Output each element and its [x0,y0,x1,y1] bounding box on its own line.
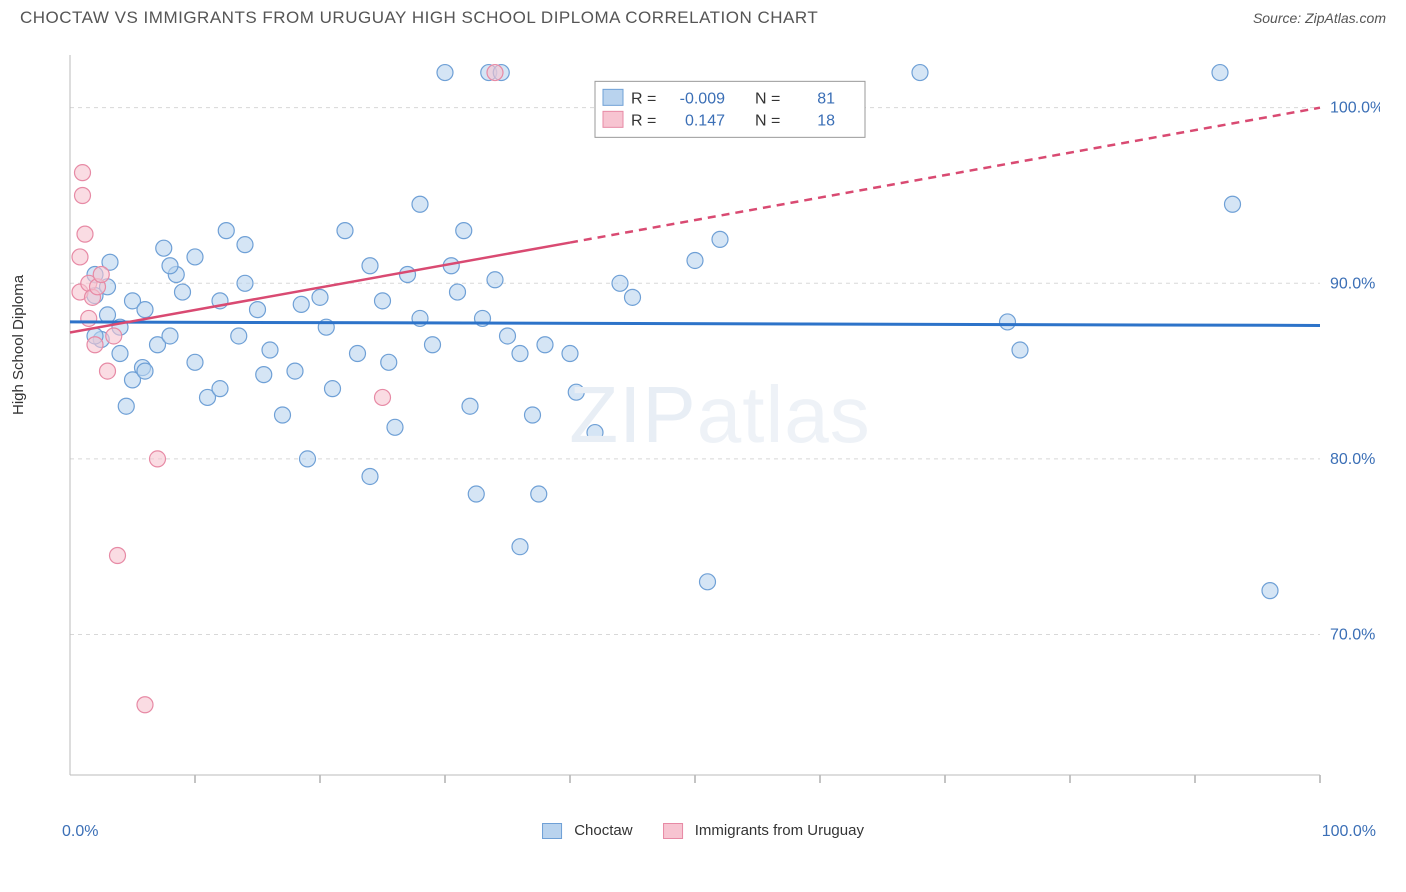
svg-text:-0.009: -0.009 [680,90,725,107]
chart-container: High School Diploma ZIPatlas 70.0%80.0%9… [20,45,1386,845]
svg-text:70.0%: 70.0% [1330,627,1375,644]
svg-text:R =: R = [631,112,656,129]
svg-text:80.0%: 80.0% [1330,451,1375,468]
chart-title: CHOCTAW VS IMMIGRANTS FROM URUGUAY HIGH … [20,8,818,28]
svg-text:90.0%: 90.0% [1330,275,1375,292]
legend-swatch-icon [663,823,683,839]
legend-label: Choctaw [574,822,632,839]
legend-swatch-icon [542,823,562,839]
source-label: Source: ZipAtlas.com [1253,10,1386,26]
legend-item-choctaw: Choctaw [542,822,633,839]
plot-area: ZIPatlas 70.0%80.0%90.0%100.0%R =-0.009N… [60,45,1380,815]
svg-text:N =: N = [755,90,780,107]
legend-item-uruguay: Immigrants from Uruguay [663,822,864,839]
y-axis-label: High School Diploma [10,275,27,415]
svg-text:18: 18 [817,112,835,129]
x-axis-min-label: 0.0% [62,823,98,841]
svg-text:R =: R = [631,90,656,107]
svg-text:N =: N = [755,112,780,129]
svg-text:100.0%: 100.0% [1330,100,1380,117]
scatter-svg: 70.0% 80.0% 90.0% 100.0% R = -0.009 N = 81 R = 0.… [60,45,1380,815]
legend-label: Immigrants from Uruguay [695,822,864,839]
svg-text:81: 81 [817,90,835,107]
x-axis-max-label: 100.0% [1322,823,1376,841]
svg-text:0.147: 0.147 [685,112,725,129]
legend-bottom: Choctaw Immigrants from Uruguay [542,822,864,839]
